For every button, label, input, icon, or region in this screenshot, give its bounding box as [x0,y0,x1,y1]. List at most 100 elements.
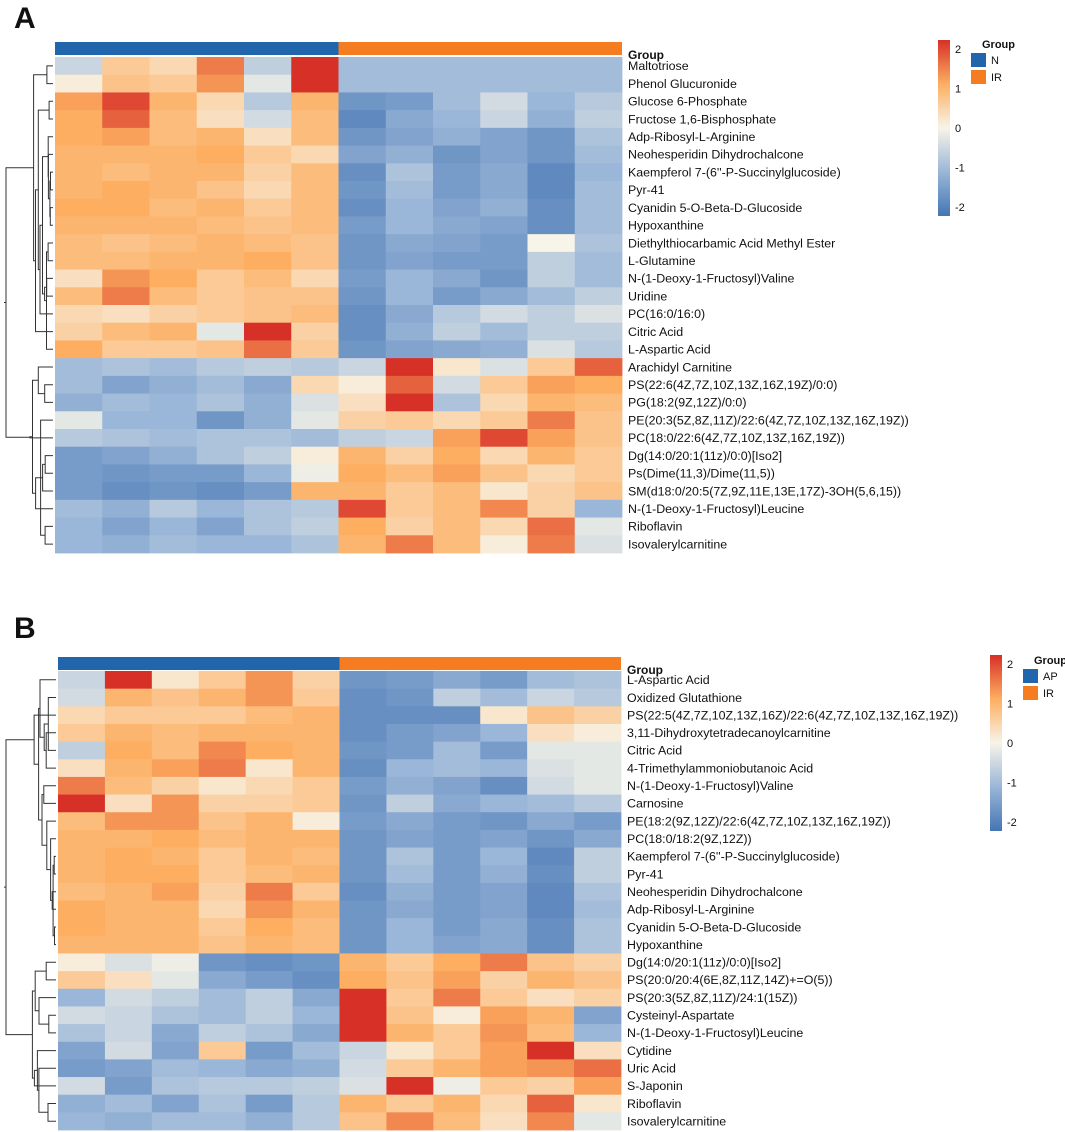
panel-a-cell [527,446,576,465]
panel-a-cell [55,234,103,253]
panel-a-cell [527,340,576,359]
panel-b-group-legend-label-ir: IR [1043,688,1054,700]
panel-a-cell [527,535,576,554]
panel-a-cell [102,163,150,182]
panel-b-cell [433,794,481,813]
panel-a-cell [149,92,198,111]
panel-b-cell [245,723,293,743]
panel-b-cell [198,776,247,795]
panel-a-dendrogram-branch [42,463,53,492]
panel-a-cell [244,216,292,235]
panel-a-row-label-pc-18-0-22-6-4z-7z-10z-13z-16z-19z: PC(18:0/22:6(4Z,7Z,10Z,13Z,16Z,19Z)) [628,431,845,445]
panel-b-cell [198,688,247,707]
panel-a-cell [55,74,103,93]
panel-b-row-label-hypoxanthine: Hypoxanthine [627,938,703,952]
panel-a-cell [527,127,576,146]
panel-b-row-label-n-1-deoxy-1-fructosyl-leucine: N-(1-Deoxy-1-Fructosyl)Leucine [627,1026,803,1040]
panel-a-scale-tick: 1 [955,83,961,95]
panel-b-color-scale-bar [990,655,1002,831]
panel-b-cell [245,971,293,990]
panel-b-cell [151,723,200,743]
panel-b-cell [480,671,528,690]
panel-a-cell [574,305,623,324]
panel-a-cell [480,375,528,394]
panel-a-cell [385,110,434,129]
panel-b-cell [151,741,200,760]
panel-b-cell [480,741,528,760]
panel-b-cell [245,882,293,901]
panel-b-cell [574,741,622,760]
panel-a-cell [244,74,292,93]
panel-a-cell [244,269,292,288]
panel-a-cell [480,269,528,288]
panel-a-cell [480,446,528,465]
panel-b-cell [104,776,153,795]
panel-a-cell [291,74,339,93]
panel-a-cell [149,340,198,359]
panel-b-cell [480,1024,528,1043]
panel-a-cell [433,305,481,324]
panel-a-cell [338,163,387,182]
panel-b-cell [386,865,434,884]
panel-a-cell [338,446,387,465]
panel-a-cell [433,411,481,430]
panel-b-row-label-pe-18-2-9z-12z-22-6-4z-7z-10z-13z-16z-19z: PE(18:2(9Z,12Z)/22:6(4Z,7Z,10Z,13Z,16Z,1… [627,814,891,828]
panel-b-cell [198,865,247,884]
panel-a-row-label-pg-18-2-9z-12z-0-0: PG(18:2(9Z,12Z)/0:0) [628,396,746,410]
panel-b-cell [292,971,340,990]
panel-b-cell [104,1006,153,1025]
panel-b-cell [386,918,434,937]
panel-b-cell [527,776,575,795]
panel-a-cell [527,482,576,501]
panel-b-cell [339,1059,387,1078]
panel-b-cell [480,865,528,884]
panel-a-cell [385,358,434,377]
panel-a-cell [196,375,245,394]
panel-a-row-label-cyanidin-5-o-beta-d-glucoside: Cyanidin 5-O-Beta-D-Glucoside [628,201,802,215]
panel-a-row-label-adp-ribosyl-l-arginine: Adp-Ribosyl-L-Arginine [628,130,756,144]
panel-a-cell [480,358,528,377]
panel-b-cell [480,1041,528,1060]
panel-a-cell [291,251,339,270]
panel-b-cell [574,882,622,901]
panel-b-cell [480,812,528,831]
panel-b-cell [433,935,481,954]
panel-b-cell [527,829,575,848]
panel-b-cell [104,1024,153,1043]
panel-b-cell [527,671,575,690]
panel-b-cell [198,741,247,760]
panel-a-cell [338,517,387,536]
panel-b-cell [198,882,247,901]
panel-b-cell [574,671,622,690]
panel-b-cell [104,671,153,690]
panel-a-cell [244,358,292,377]
panel-a-cell [338,482,387,501]
panel-a-cell [574,499,623,518]
panel-a-cell [196,393,245,412]
panel-a-cell [291,287,339,306]
panel-b-cell [198,1059,247,1078]
panel-b-row-label-adp-ribosyl-l-arginine: Adp-Ribosyl-L-Arginine [627,903,755,917]
panel-a-cell [574,57,623,76]
panel-a-cell [480,145,528,164]
panel-b-cell [527,935,575,954]
panel-a-cell [527,145,576,164]
panel-a-cell [102,446,150,465]
panel-b-cell [339,812,387,831]
panel-a-row-label-arachidyl-carnitine: Arachidyl Carnitine [628,360,732,374]
panel-b-cell [151,900,200,919]
panel-a-cell [244,198,292,217]
panel-a-cell [55,287,103,306]
panel-a-cell [433,429,481,448]
panel-a-cell [338,393,387,412]
panel-a-cell [338,429,387,448]
panel-b-cell [480,935,528,954]
panel-a-cell [55,305,103,324]
panel-a-cell [574,464,623,483]
panel-b-cell [527,688,575,707]
panel-b-cell [104,759,153,778]
panel-b-cell [339,900,387,919]
panel-b-dendrogram-branch [47,697,56,751]
panel-b-scale-tick: 1 [1007,698,1013,710]
panel-b-cell [527,1077,575,1096]
